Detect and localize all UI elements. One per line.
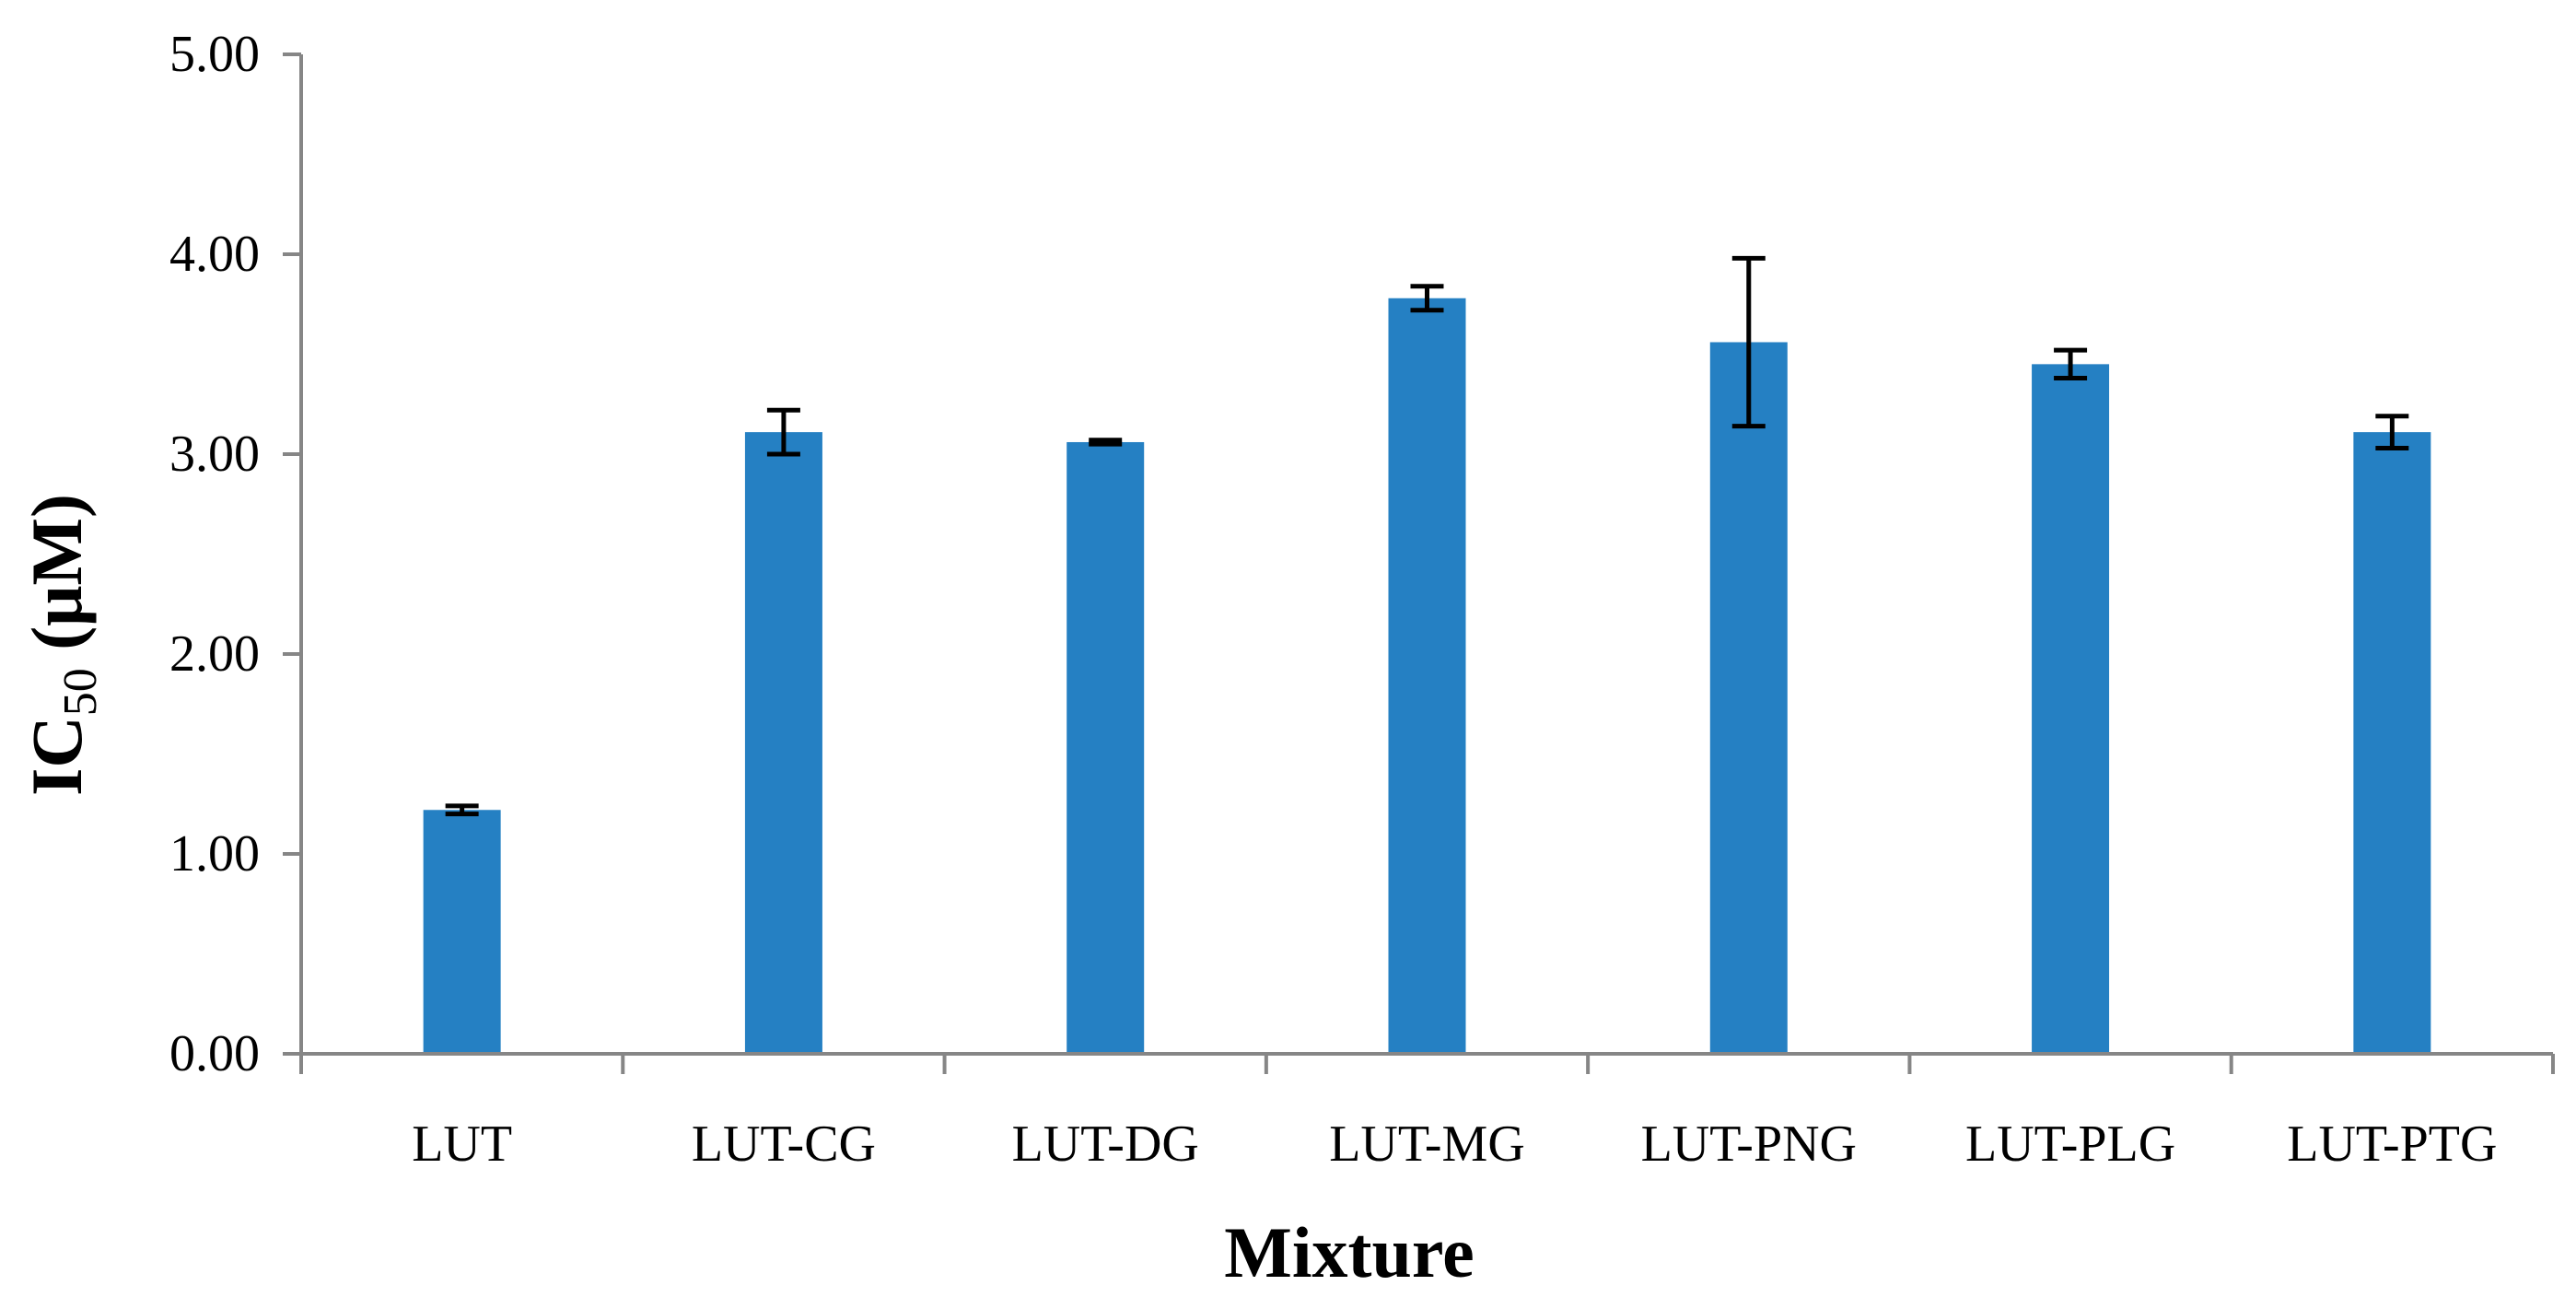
bar-lut (423, 810, 501, 1054)
error-bar-lut-cg (766, 407, 800, 457)
error-bar-lut-png (1731, 255, 1766, 429)
x-tick-label-lut-png: LUT-PNG (1641, 1116, 1857, 1173)
bar-lut-cg (744, 432, 822, 1054)
x-tick-label-lut-dg: LUT-DG (1012, 1116, 1199, 1173)
y-tick-label: 2.00 (169, 625, 260, 683)
y-tick-label: 5.00 (169, 26, 260, 83)
bar-lut-plg (2032, 364, 2110, 1055)
x-axis-title: Mixture (1224, 1212, 1474, 1292)
error-bar-lut-ptg (2375, 414, 2409, 450)
y-axis-ticks (283, 53, 301, 1056)
y-tick-label: 4.00 (169, 226, 260, 283)
y-tick-label: 1.00 (169, 825, 260, 882)
bar-lut-mg (1388, 298, 1466, 1054)
bar-lut-dg (1067, 441, 1145, 1055)
x-tick-label-lut-mg: LUT-MG (1329, 1116, 1525, 1173)
x-axis-tick-labels: LUT LUT-CG LUT-DG LUT-MG LUT-PNG LUT-PLG LUT-P… (412, 1116, 2497, 1173)
y-axis-title-main: IC (17, 716, 97, 796)
x-tick-label-lut: LUT (412, 1116, 512, 1173)
x-axis-ticks (299, 1054, 2555, 1074)
y-tick-label: 0.00 (169, 1025, 260, 1082)
bar-lut-png (1709, 342, 1788, 1055)
bars (423, 298, 2431, 1055)
error-bar-lut-dg (1089, 438, 1123, 447)
error-bars (445, 255, 2409, 817)
error-bar-lut-mg (1410, 284, 1444, 313)
x-tick-label-lut-ptg: LUT-PTG (2287, 1116, 2497, 1173)
x-tick-label-lut-plg: LUT-PLG (1965, 1116, 2175, 1173)
x-tick-label-lut-cg: LUT-CG (692, 1116, 876, 1173)
y-tick-label: 3.00 (169, 426, 260, 483)
error-bar-lut (445, 803, 479, 817)
y-axis-title: IC50 (μM) (17, 494, 107, 796)
bar-lut-ptg (2353, 432, 2431, 1054)
error-bar-lut-plg (2054, 347, 2088, 381)
y-axis-tick-labels: 0.00 1.00 2.00 3.00 4.00 5.00 (169, 26, 260, 1082)
y-axis-title-subscript: 50 (54, 668, 107, 716)
y-axis-title-unit: (μM) (17, 494, 97, 668)
